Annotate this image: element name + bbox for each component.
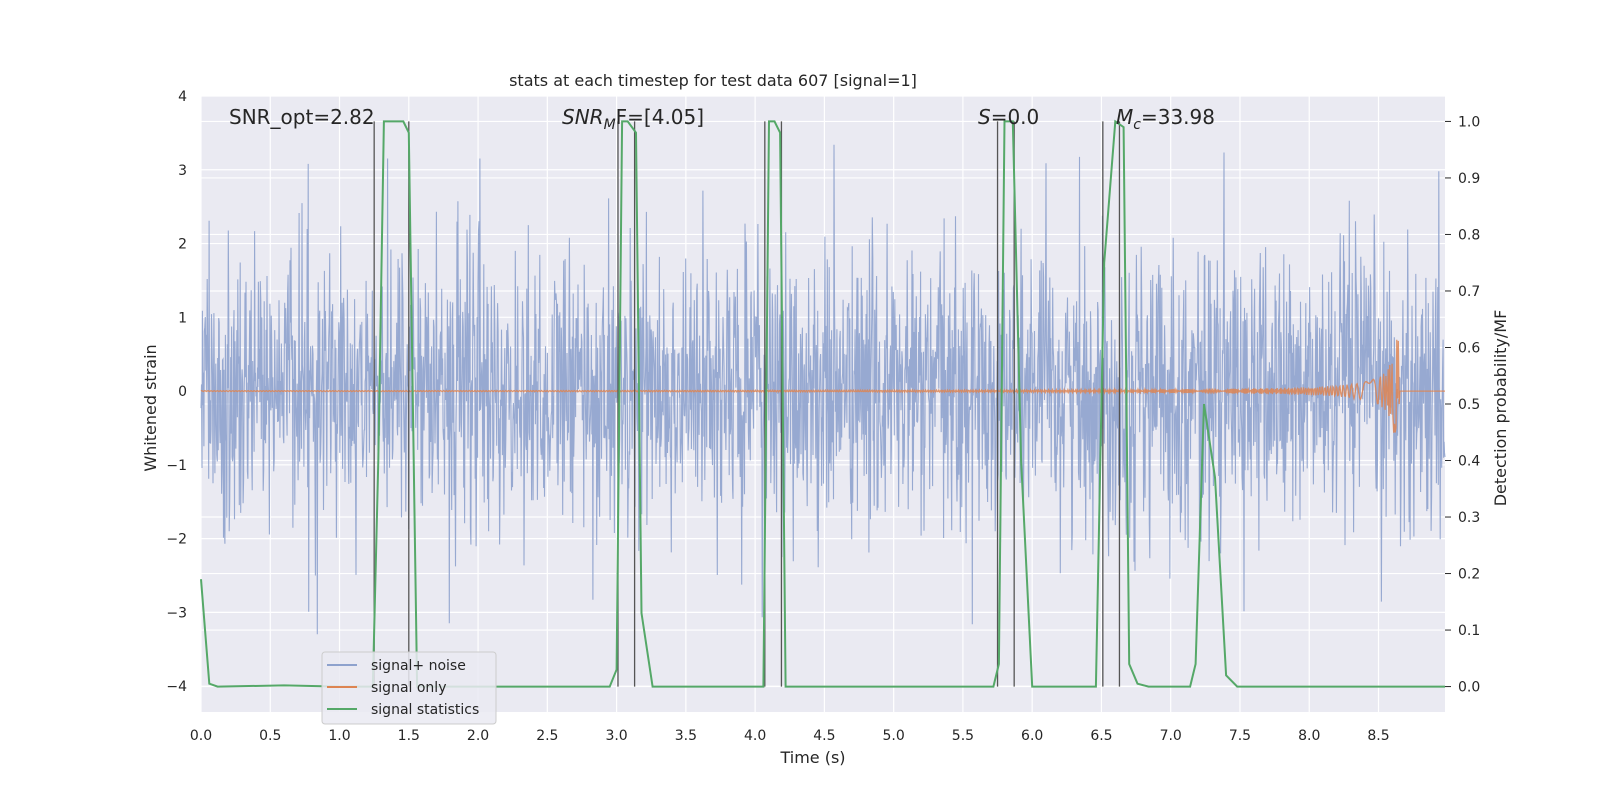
y-left-tick-label: 3 bbox=[178, 163, 187, 179]
x-tick-label: 2.0 bbox=[467, 728, 489, 744]
annotation-s: S=0.0 bbox=[978, 105, 1039, 129]
x-tick-label: 1.0 bbox=[328, 728, 350, 744]
y-right-tick-label: 0.4 bbox=[1458, 454, 1480, 470]
y-left-tick-label: −4 bbox=[166, 679, 187, 695]
y-left-tick-label: −1 bbox=[166, 458, 187, 474]
legend-box bbox=[321, 651, 497, 725]
chart-title: stats at each timestep for test data 607… bbox=[509, 71, 917, 90]
x-tick-label: 6.5 bbox=[1090, 728, 1112, 744]
y-left-tick-label: 0 bbox=[178, 384, 187, 400]
y-left-axis-label: Whitened strain bbox=[141, 344, 160, 471]
y-right-axis-ticks: 0.0 0.1 0.2 0.3 0.4 0.5 0.6 0.7 0.8 0.9 1.0 bbox=[1445, 114, 1480, 696]
x-tick-label: 7.0 bbox=[1160, 728, 1182, 744]
y-right-tick-label: 0.0 bbox=[1458, 680, 1480, 696]
x-tick-label: 4.5 bbox=[813, 728, 835, 744]
y-right-tick-label: 0.8 bbox=[1458, 227, 1480, 243]
y-right-tick-label: 0.9 bbox=[1458, 171, 1480, 187]
x-tick-label: 6.0 bbox=[1021, 728, 1043, 744]
x-tick-label: 4.0 bbox=[744, 728, 766, 744]
x-tick-label: 0.0 bbox=[190, 728, 212, 744]
y-right-tick-label: 0.3 bbox=[1458, 510, 1480, 526]
x-tick-label: 8.5 bbox=[1367, 728, 1389, 744]
y-right-tick-label: 0.7 bbox=[1458, 284, 1480, 300]
x-tick-label: 3.0 bbox=[605, 728, 627, 744]
legend: signal+ noise signal only signal statist… bbox=[321, 651, 497, 725]
annotation-snr-mf: SNRMF=[4.05] bbox=[562, 105, 704, 133]
annotation-snr-opt: SNR_opt=2.82 bbox=[229, 105, 375, 129]
y-right-tick-label: 0.1 bbox=[1458, 623, 1480, 639]
x-tick-label: 5.5 bbox=[952, 728, 974, 744]
legend-label-signal-statistics: signal statistics bbox=[371, 702, 479, 718]
y-left-tick-label: 4 bbox=[178, 89, 187, 105]
y-right-tick-label: 0.5 bbox=[1458, 397, 1480, 413]
statistics-line bbox=[200, 119, 1445, 688]
series-signal-statistics bbox=[200, 119, 1445, 688]
y-right-tick-label: 1.0 bbox=[1458, 114, 1480, 130]
x-tick-label: 8.0 bbox=[1298, 728, 1320, 744]
y-left-axis-ticks: −4 −3 −2 −1 0 1 2 3 4 bbox=[166, 89, 187, 695]
x-axis-label: Time (s) bbox=[779, 748, 845, 767]
annotation-mc: Mc=33.98 bbox=[1116, 105, 1215, 133]
y-right-tick-label: 0.2 bbox=[1458, 567, 1480, 583]
y-right-axis-label: Detection probability/MF bbox=[1491, 310, 1510, 507]
x-tick-label: 0.5 bbox=[259, 728, 281, 744]
x-tick-label: 5.0 bbox=[883, 728, 905, 744]
y-right-tick-label: 0.6 bbox=[1458, 340, 1480, 356]
x-axis-ticks: 0.0 0.5 1.0 1.5 2.0 2.5 3.0 3.5 4.0 4.5 5.0 5.5 6.0 6… bbox=[190, 728, 1390, 744]
x-tick-label: 7.5 bbox=[1229, 728, 1251, 744]
x-tick-label: 1.5 bbox=[398, 728, 420, 744]
x-tick-label: 2.5 bbox=[536, 728, 558, 744]
legend-label-signal-only: signal only bbox=[371, 680, 446, 696]
x-tick-label: 3.5 bbox=[675, 728, 697, 744]
y-left-tick-label: 2 bbox=[178, 237, 187, 253]
y-left-tick-label: −2 bbox=[166, 532, 187, 548]
y-left-tick-label: −3 bbox=[166, 605, 187, 621]
y-left-tick-label: 1 bbox=[178, 310, 187, 326]
legend-label-signal-plus-noise: signal+ noise bbox=[371, 658, 466, 674]
